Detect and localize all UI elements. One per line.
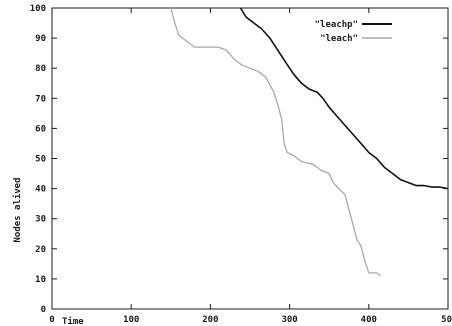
y-tick-label: 30 [35, 215, 46, 225]
y-axis-title: Nodes alived [12, 177, 23, 242]
legend-label-leach: "leach" [320, 34, 358, 44]
y-tick-label: 50 [35, 155, 46, 165]
legend: "leachp" "leach" [315, 20, 392, 44]
x-tick-label: 300 [281, 315, 297, 325]
y-tick-label: 10 [35, 275, 46, 285]
x-tick-label: 0 [49, 315, 54, 325]
y-tick-label: 40 [35, 185, 46, 195]
x-tick-label: 400 [361, 315, 377, 325]
x-tick-label: 100 [123, 315, 139, 325]
y-tick-label: 20 [35, 245, 46, 255]
series-layer [170, 7, 449, 277]
x-axis-title: Time [62, 316, 84, 326]
series-line-leachp [239, 7, 449, 190]
y-tick-label: 100 [30, 4, 46, 14]
y-tick-label: 70 [35, 94, 46, 104]
y-tick-label: 60 [35, 124, 46, 134]
axis-ticks: 0 10 20 30 40 50 60 70 80 90 100 0 100 200 300 400 50 [30, 4, 452, 325]
x-tick-label: 50 [441, 315, 452, 325]
x-tick-label: 200 [202, 315, 218, 325]
plot-frame [51, 7, 449, 310]
legend-label-leachp: "leachp" [315, 20, 358, 30]
y-tick-label: 0 [41, 305, 46, 315]
y-tick-label: 90 [35, 34, 46, 44]
series-line-leach [170, 7, 382, 277]
y-tick-label: 80 [35, 64, 46, 74]
